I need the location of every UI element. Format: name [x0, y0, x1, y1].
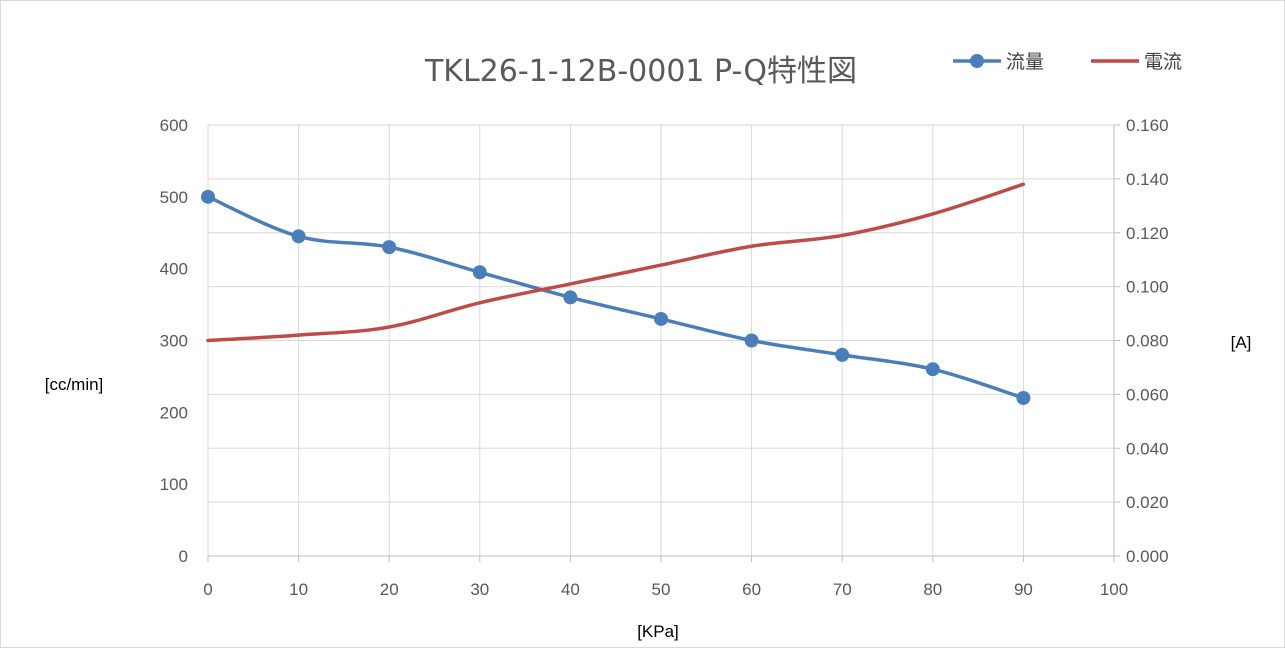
legend-label-flow: 流量 [1006, 51, 1044, 73]
legend-label-current: 電流 [1144, 51, 1182, 73]
y-tick-label: 100 [160, 475, 188, 494]
x-axis-title: [KPa] [637, 622, 679, 641]
legend: 流量 電流 [953, 51, 1182, 73]
y-tick-label: 0 [179, 547, 188, 566]
series-line-current [206, 182, 1026, 343]
y2-tick-label: 0.040 [1126, 439, 1169, 458]
x-tick-label: 30 [470, 580, 489, 599]
y-tick-label: 200 [160, 403, 188, 422]
y2-tick-label: 0.120 [1126, 224, 1169, 243]
series-line-flow [206, 195, 1026, 400]
y2-tick-label: 0.000 [1126, 547, 1169, 566]
data-point-flow [654, 311, 668, 326]
data-point-flow [291, 229, 306, 244]
x-tick-label: 40 [561, 580, 580, 599]
x-tick-label: 60 [742, 580, 761, 599]
y2-tick-label: 0.020 [1126, 493, 1169, 512]
data-point-flow [744, 333, 759, 348]
y-axis-title: [cc/min] [45, 375, 104, 394]
x-tick-label: 70 [833, 580, 852, 599]
data-point-flow [835, 347, 850, 362]
series-group [201, 182, 1031, 405]
data-point-flow [1016, 390, 1031, 405]
x-tick-label: 10 [289, 580, 308, 599]
x-tick-label: 80 [923, 580, 942, 599]
y2-tick-label: 0.160 [1126, 116, 1169, 135]
y2-tick-label: 0.080 [1126, 332, 1169, 351]
y-tick-label: 300 [160, 332, 188, 351]
data-point-flow [201, 189, 215, 204]
x-axis-ticks: 0 10 20 30 40 50 60 70 80 90 100 [203, 556, 1128, 599]
y-tick-label: 400 [160, 260, 188, 279]
left-axis-ticks: 0 100 200 300 400 500 600 [160, 116, 188, 566]
x-tick-label: 100 [1100, 580, 1128, 599]
y-tick-label: 500 [160, 188, 188, 207]
chart-title: TKL26-1-12B-0001 P-Q特性図 [424, 54, 857, 89]
y2-tick-label: 0.140 [1126, 170, 1169, 189]
legend-marker-flow [970, 54, 984, 68]
y2-tick-label: 0.060 [1126, 385, 1169, 404]
data-point-flow [472, 265, 487, 280]
x-tick-label: 50 [652, 580, 671, 599]
gridlines [208, 124, 1114, 556]
x-tick-label: 0 [203, 580, 212, 599]
x-tick-label: 90 [1014, 580, 1033, 599]
right-axis-ticks: 0.000 0.020 0.040 0.060 0.080 0.100 0.120 0.140… [1114, 116, 1169, 566]
data-point-flow [382, 240, 397, 255]
y2-axis-title: [A] [1231, 333, 1252, 352]
y-tick-label: 600 [160, 116, 188, 135]
data-point-flow [925, 362, 940, 377]
y2-tick-label: 0.100 [1126, 278, 1169, 297]
x-tick-label: 20 [380, 580, 399, 599]
data-point-flow [563, 290, 578, 305]
